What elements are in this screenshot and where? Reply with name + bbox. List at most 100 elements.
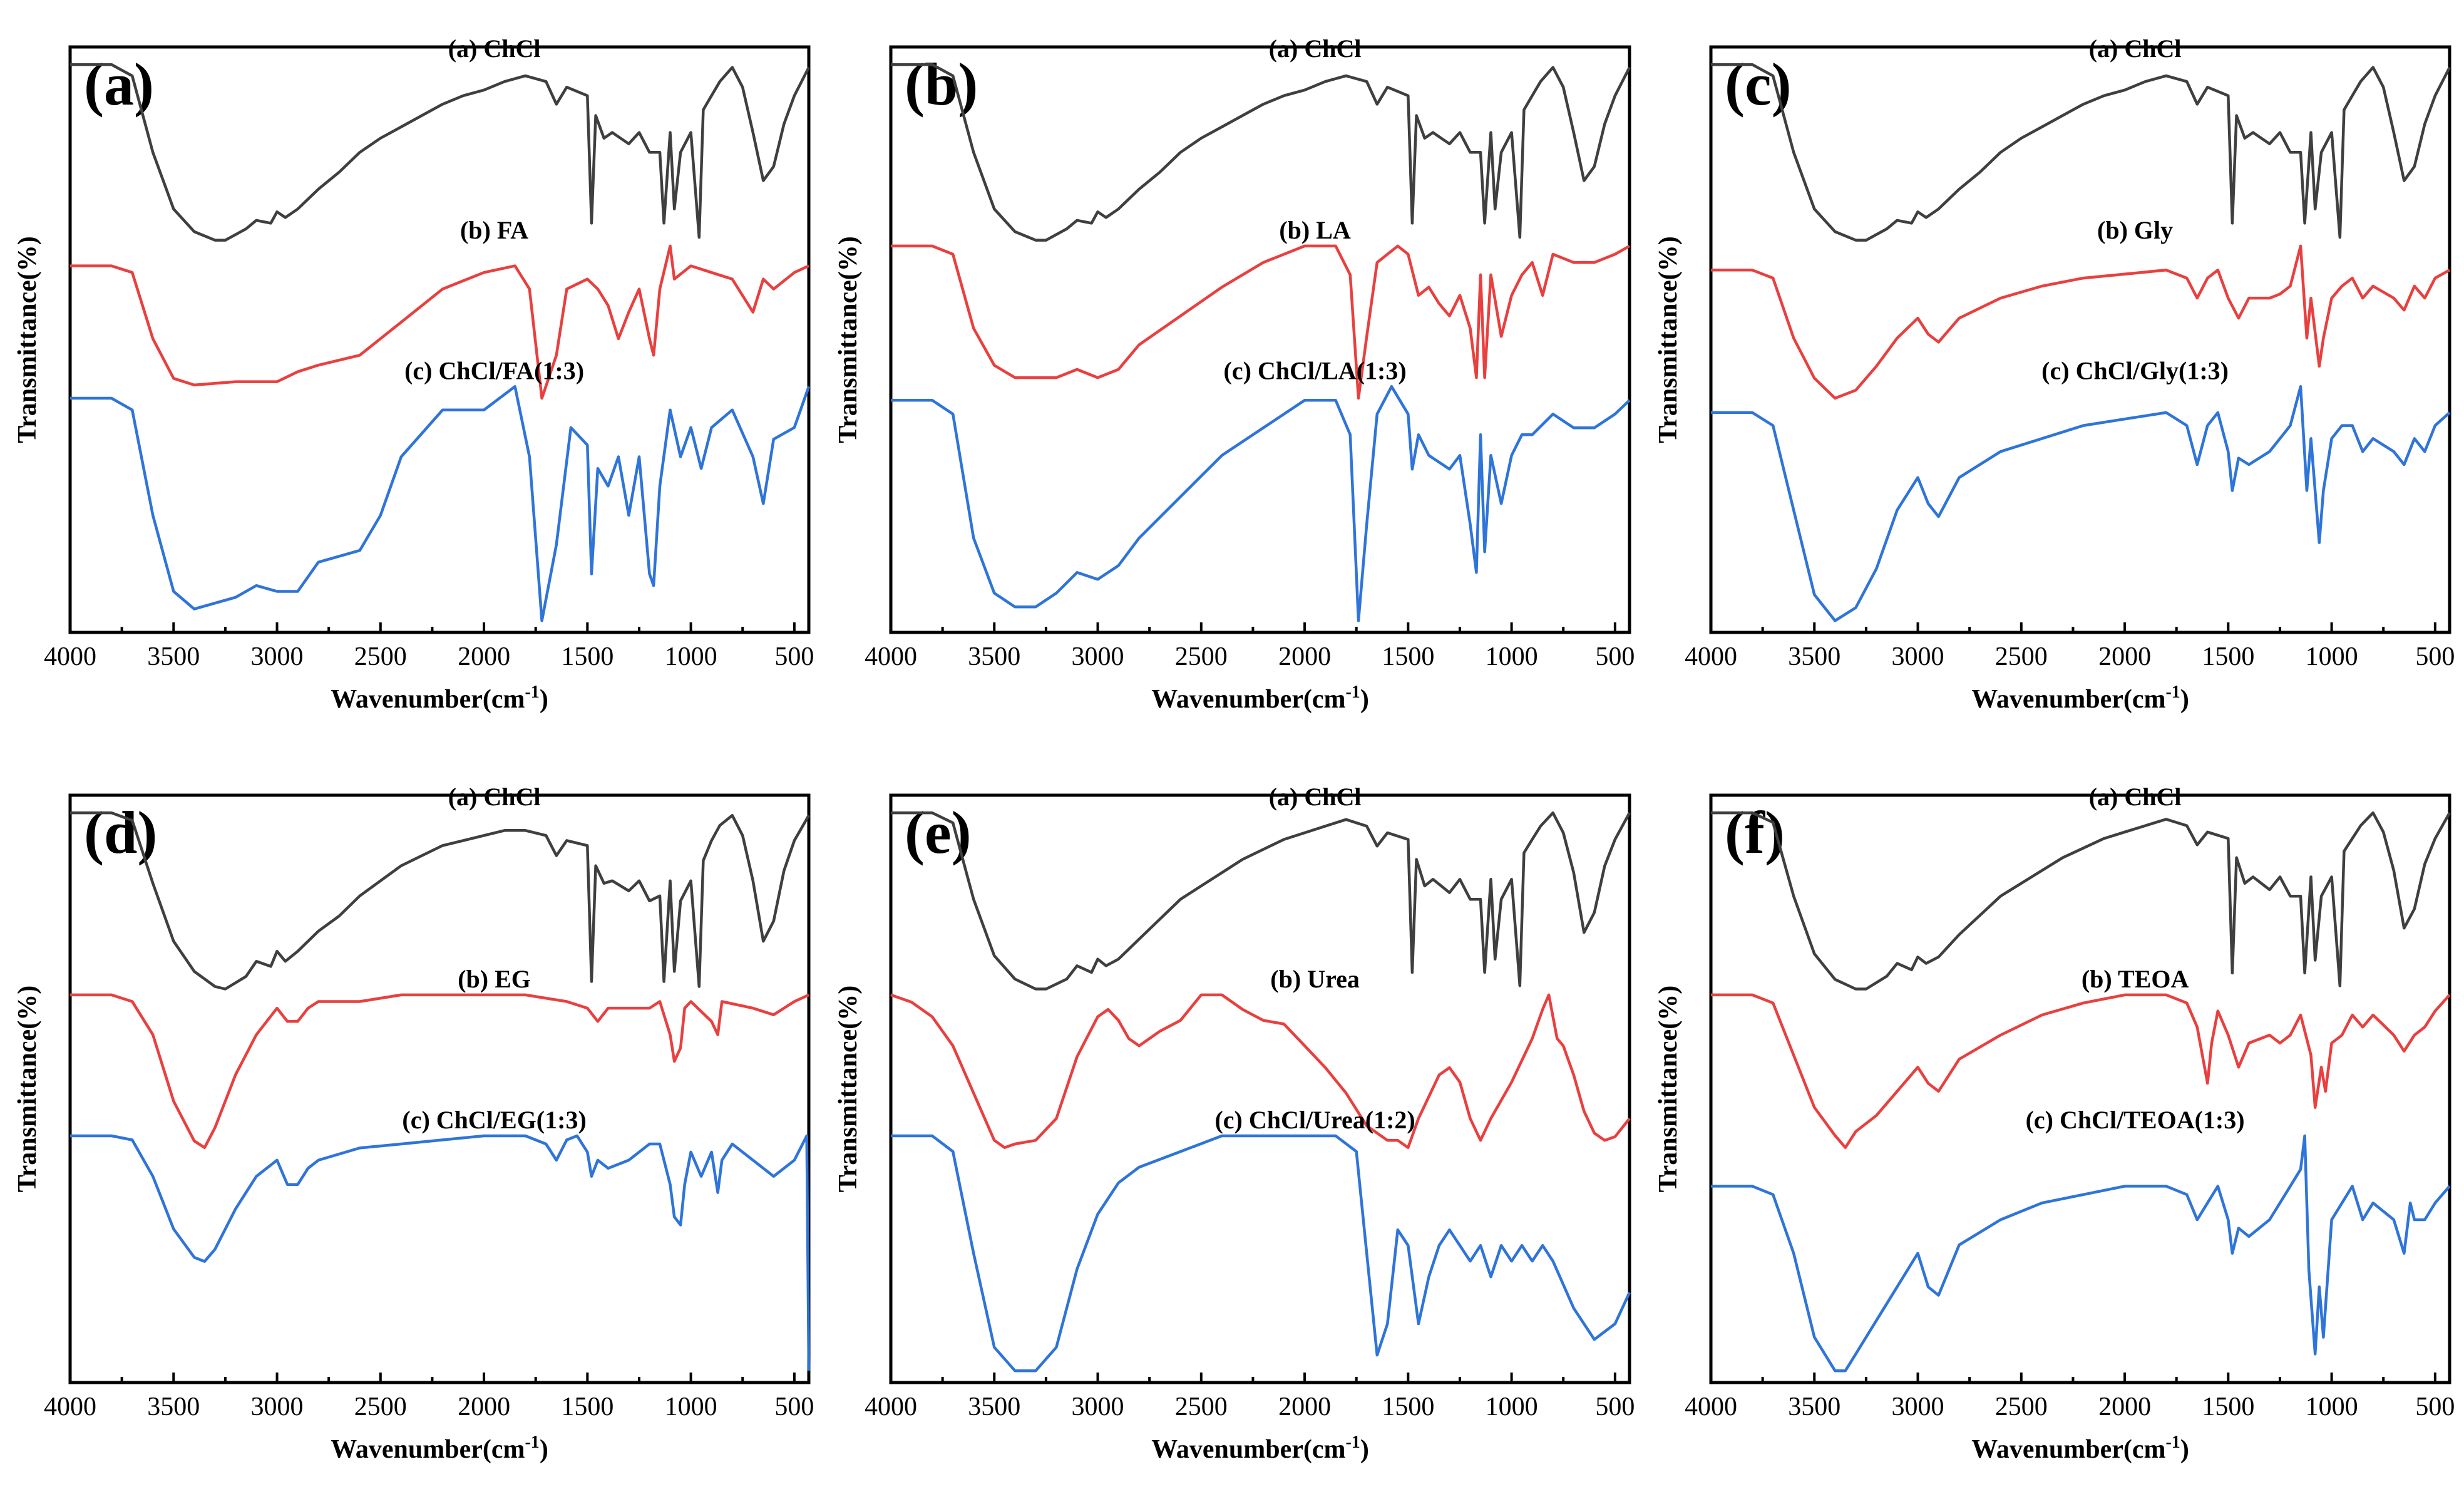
x-tick-label: 1000 xyxy=(665,1393,717,1421)
series-label: (c) ChCl/Urea(1:2) xyxy=(1214,1106,1415,1134)
x-tick-label: 1500 xyxy=(1382,642,1434,671)
x-tick-label: 3500 xyxy=(968,1393,1020,1421)
plot-frame xyxy=(68,45,811,634)
x-tick-label: 1000 xyxy=(2306,1393,2358,1421)
series-line xyxy=(1711,1134,2451,1373)
x-tick-label: 3000 xyxy=(1892,642,1944,671)
x-tick-label: 4000 xyxy=(1685,1393,1737,1421)
series-label: (b) Gly xyxy=(2097,216,2173,244)
panel-letter: (d) xyxy=(84,799,157,866)
x-tick-label: 3500 xyxy=(968,642,1020,671)
panel-a: 4000 3500 3000 2500 2000 1500 1000 500 Wavenumbe… xyxy=(13,34,814,714)
x-tick-label: 4000 xyxy=(44,642,96,671)
series-label: (b) LA xyxy=(1279,216,1351,244)
x-tick-label: 500 xyxy=(2415,1393,2455,1421)
series-line xyxy=(891,385,1631,622)
series-label: (c) ChCl/TEOA(1:3) xyxy=(2026,1106,2245,1134)
panel-b: 4000 3500 3000 2500 2000 1500 1000 500 Wavenumbe… xyxy=(834,34,1635,714)
series-line xyxy=(70,244,809,400)
series-label: (c) ChCl/EG(1:3) xyxy=(402,1106,586,1134)
series-line xyxy=(891,63,1631,242)
series-label: (a) ChCl xyxy=(1269,783,1362,811)
y-axis-label: Transmittance(%) xyxy=(1654,236,1683,443)
series-line xyxy=(70,385,811,622)
series-line xyxy=(891,1134,1631,1373)
x-tick-label: 1000 xyxy=(665,642,717,671)
x-tick-label: 2000 xyxy=(458,1393,510,1421)
series-label: (b) FA xyxy=(460,216,528,244)
x-tick-label: 2500 xyxy=(1995,1393,2048,1421)
panel-f: 4000 3500 3000 2500 2000 1500 1000 500 Wavenumbe… xyxy=(1654,783,2455,1464)
x-tick-label: 500 xyxy=(774,642,814,671)
x-tick-label: 2000 xyxy=(1278,642,1331,671)
series-label: (b) Urea xyxy=(1270,965,1360,993)
x-tick-label: 1000 xyxy=(1486,642,1538,671)
x-tick-label: 2500 xyxy=(1175,1393,1228,1421)
x-tick-label: 500 xyxy=(2415,642,2455,671)
x-tick-label: 1500 xyxy=(561,1393,613,1421)
x-tick-label: 1500 xyxy=(561,642,613,671)
series-line xyxy=(1711,993,2451,1150)
plot-frame xyxy=(889,45,1631,634)
x-tick-label: 3500 xyxy=(147,642,200,671)
x-tick-label: 2000 xyxy=(458,642,510,671)
panel-letter: (b) xyxy=(905,51,978,118)
series-label: (a) ChCl xyxy=(1269,34,1362,63)
x-tick-label: 3000 xyxy=(251,642,304,671)
series-label: (c) ChCl/Gly(1:3) xyxy=(2041,356,2229,384)
x-axis-label: Wavenumber(cm-1) xyxy=(1971,683,2189,714)
y-axis-label: Transmittance(%) xyxy=(834,986,863,1192)
x-axis-label: Wavenumber(cm-1) xyxy=(1151,683,1369,714)
x-tick-label: 2500 xyxy=(1995,642,2048,671)
series-line xyxy=(70,811,810,991)
x-tick-label: 3500 xyxy=(147,1393,200,1421)
series-line xyxy=(1711,244,2451,400)
x-tick-label: 500 xyxy=(1595,642,1635,671)
x-tick-label: 3500 xyxy=(1788,642,1840,671)
series-label: (b) EG xyxy=(458,965,531,993)
series-label: (c) ChCl/LA(1:3) xyxy=(1224,356,1407,384)
panel-c: 4000 3500 3000 2500 2000 1500 1000 500 Wavenumbe… xyxy=(1654,34,2455,714)
x-tick-label: 3500 xyxy=(1788,1393,1840,1421)
series-label: (a) ChCl xyxy=(2089,783,2182,811)
panel-e: 4000 3500 3000 2500 2000 1500 1000 500 Wavenumbe… xyxy=(834,783,1635,1464)
plot-frame xyxy=(1709,793,2451,1384)
series-label: (a) ChCl xyxy=(2089,34,2182,63)
x-tick-label: 3000 xyxy=(251,1393,304,1421)
x-tick-label: 4000 xyxy=(44,1393,96,1421)
plot-frame xyxy=(889,793,1631,1384)
x-tick-label: 2000 xyxy=(2098,642,2151,671)
x-axis-label: Wavenumber(cm-1) xyxy=(1971,1433,2189,1464)
series-line xyxy=(70,1134,811,1371)
y-axis-label: Transmittance(%) xyxy=(834,236,863,443)
x-tick-label: 2500 xyxy=(1175,642,1228,671)
x-tick-label: 4000 xyxy=(865,642,917,671)
series-line xyxy=(891,811,1631,991)
series-label: (c) ChCl/FA(1:3) xyxy=(404,356,584,384)
y-axis-label: Transmittance(%) xyxy=(1654,986,1683,1192)
series-line xyxy=(1711,63,2451,242)
y-axis-label: Transmittance(%) xyxy=(13,986,42,1192)
x-tick-label: 3000 xyxy=(1072,642,1124,671)
x-tick-label: 1500 xyxy=(2202,1393,2254,1421)
x-tick-label: 1000 xyxy=(1486,1393,1538,1421)
series-line xyxy=(890,993,1631,1150)
x-axis-label: Wavenumber(cm-1) xyxy=(331,683,548,714)
x-tick-label: 2500 xyxy=(354,1393,407,1421)
x-tick-label: 1500 xyxy=(1382,1393,1434,1421)
y-axis-label: Transmittance(%) xyxy=(13,236,42,443)
x-tick-label: 2000 xyxy=(1278,1393,1331,1421)
x-tick-label: 500 xyxy=(774,1393,814,1421)
series-line xyxy=(1711,385,2451,622)
x-tick-label: 500 xyxy=(1595,1393,1635,1421)
x-tick-label: 3000 xyxy=(1892,1393,1944,1421)
plot-frame xyxy=(68,793,811,1384)
x-tick-label: 1000 xyxy=(2306,642,2358,671)
series-label: (a) ChCl xyxy=(448,34,541,63)
x-axis-label: Wavenumber(cm-1) xyxy=(1151,1433,1369,1464)
series-line xyxy=(891,244,1631,400)
x-tick-label: 3000 xyxy=(1072,1393,1124,1421)
series-line xyxy=(70,993,809,1150)
series-line xyxy=(70,63,811,242)
panel-letter: (a) xyxy=(84,51,154,118)
